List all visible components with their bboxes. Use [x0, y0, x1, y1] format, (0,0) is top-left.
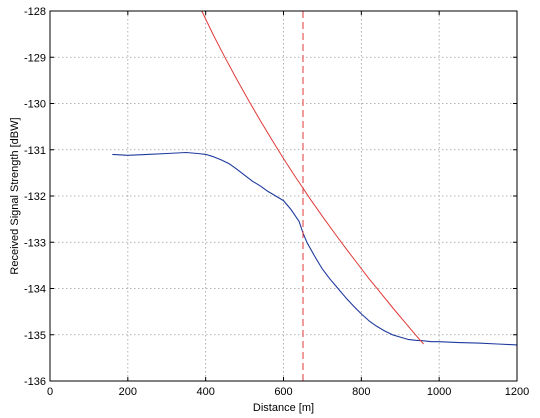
x-tick-label: 200 [119, 386, 137, 398]
x-tick-label: 400 [196, 386, 214, 398]
y-tick-label: -131 [24, 145, 46, 157]
tick-layer: 0 200 400 600 800 1000 1200 -136 -135 -134 -133 -13… [24, 6, 529, 398]
y-tick-label: -128 [24, 6, 46, 18]
grid-layer [50, 11, 517, 381]
x-tick-label: 1000 [427, 386, 451, 398]
fitted-model-line [201, 10, 424, 345]
y-tick-label: -130 [24, 99, 46, 111]
y-tick-label: -134 [24, 284, 46, 296]
x-tick-label: 1200 [505, 386, 529, 398]
y-tick-label: -132 [24, 191, 46, 203]
y-tick-label: -133 [24, 237, 46, 249]
measured-signal-line [112, 151, 518, 346]
x-axis-title: Distance [m] [253, 402, 314, 414]
x-tick-label: 600 [274, 386, 292, 398]
y-tick-label: -135 [24, 330, 46, 342]
series-layer [112, 10, 518, 381]
x-tick-label: 800 [352, 386, 370, 398]
y-tick-label: -136 [24, 376, 46, 388]
y-axis-title: Received Signal Strength [dBW] [9, 117, 21, 274]
x-tick-label: 0 [47, 386, 53, 398]
y-tick-label: -129 [24, 52, 46, 64]
